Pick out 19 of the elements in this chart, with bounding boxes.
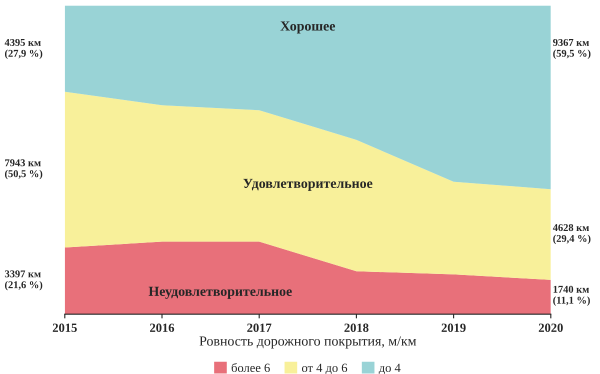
legend-label: от 4 до 6 [302,364,348,374]
x-tick-label: 2016 [150,324,174,332]
x-axis-title: Ровность дорожного покрытия, м/км [200,336,416,349]
x-tick-label: 2019 [442,324,466,332]
legend-label: более 6 [232,362,270,372]
x-tick-label: 2018 [344,324,368,332]
x-tick-label: 2017 [247,324,272,332]
text: 1740 км (11,1 %) [553,286,590,306]
text: 9367 км (59,5 %) [553,38,590,59]
x-tick-label: 2015 [52,324,77,332]
text: 4628 км (29,4 %) [552,224,590,244]
x-tick-label: 2020 [538,324,563,332]
annotation: Неудовлетворительное [148,286,292,299]
text: 3397 км (21,6 %) [4,270,42,290]
legend-label: до 4 [378,364,401,374]
text: 4395 км (27,9 %) [4,38,42,59]
text: 7943 км (50,5 %) [4,159,42,180]
annotation: Хорошее [280,21,336,34]
annotation: Удовлетворительное [243,178,372,191]
